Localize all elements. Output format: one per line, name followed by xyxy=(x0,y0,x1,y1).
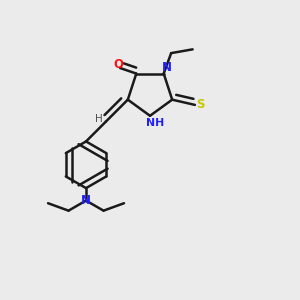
Text: N: N xyxy=(81,194,91,207)
Text: H: H xyxy=(95,113,103,124)
Text: O: O xyxy=(114,58,124,71)
Text: S: S xyxy=(196,98,204,111)
Text: N: N xyxy=(162,61,172,74)
Text: NH: NH xyxy=(146,118,165,128)
